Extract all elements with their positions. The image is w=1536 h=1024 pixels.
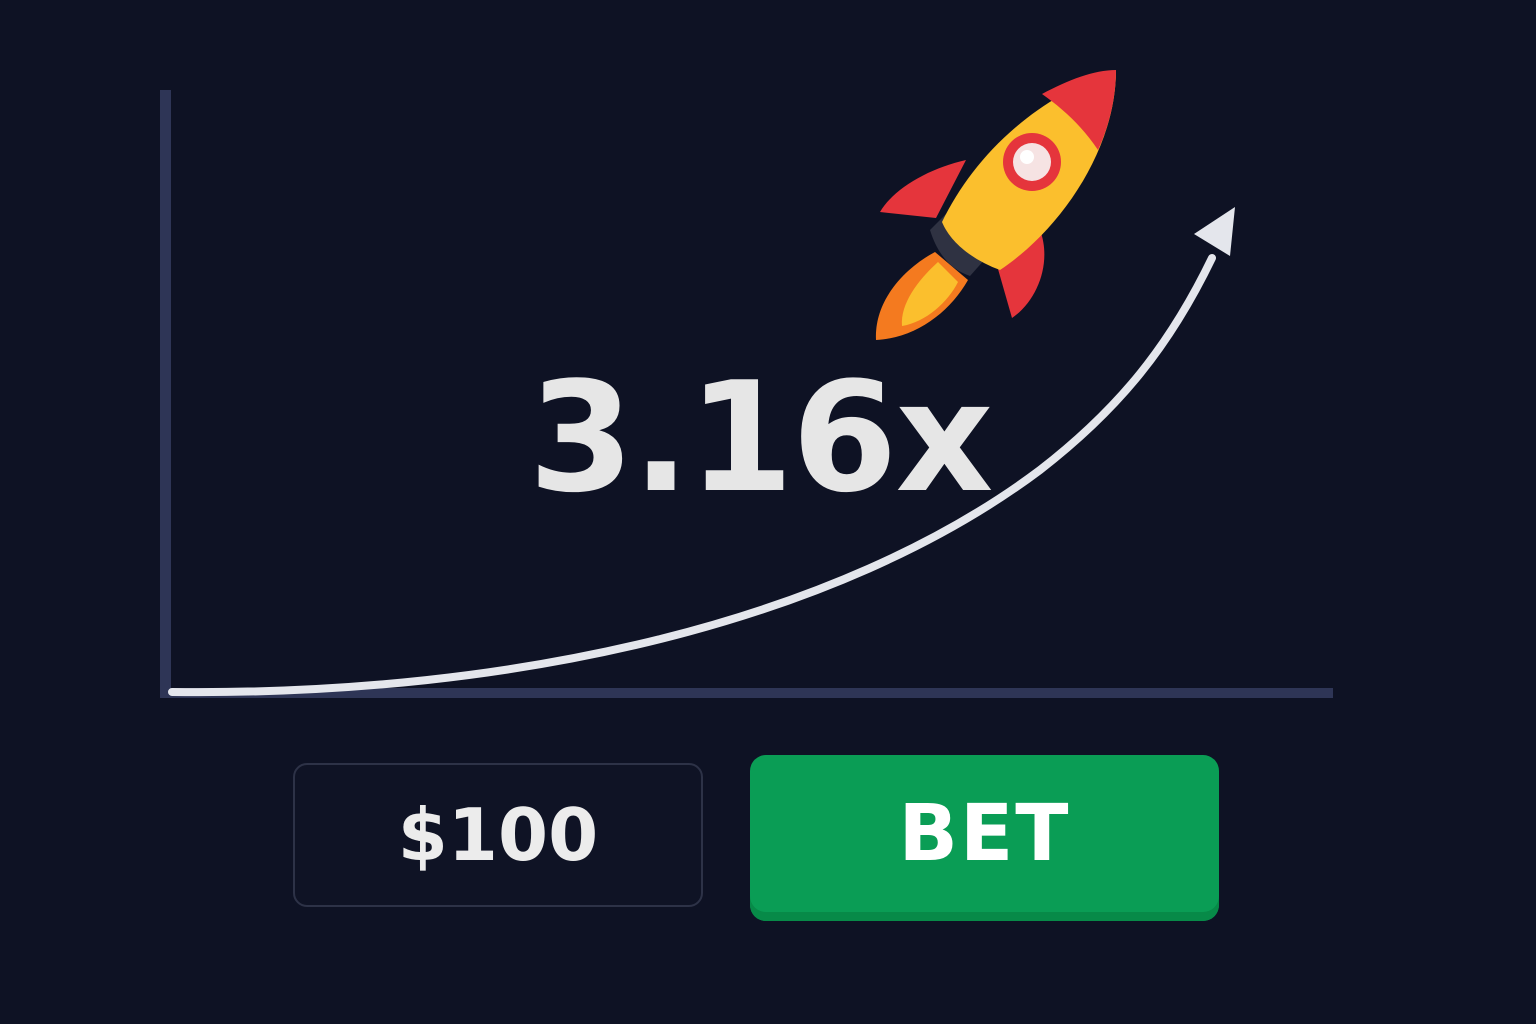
- y-axis: [160, 90, 171, 698]
- arrow-head-icon: [1194, 207, 1235, 256]
- x-axis: [160, 688, 1333, 698]
- rocket-icon: [875, 70, 1116, 340]
- bet-button[interactable]: BET: [750, 755, 1219, 921]
- growth-curve: [168, 254, 1216, 697]
- multiplier-display: 3.16x: [528, 349, 993, 526]
- bet-amount-input[interactable]: $100: [293, 763, 703, 907]
